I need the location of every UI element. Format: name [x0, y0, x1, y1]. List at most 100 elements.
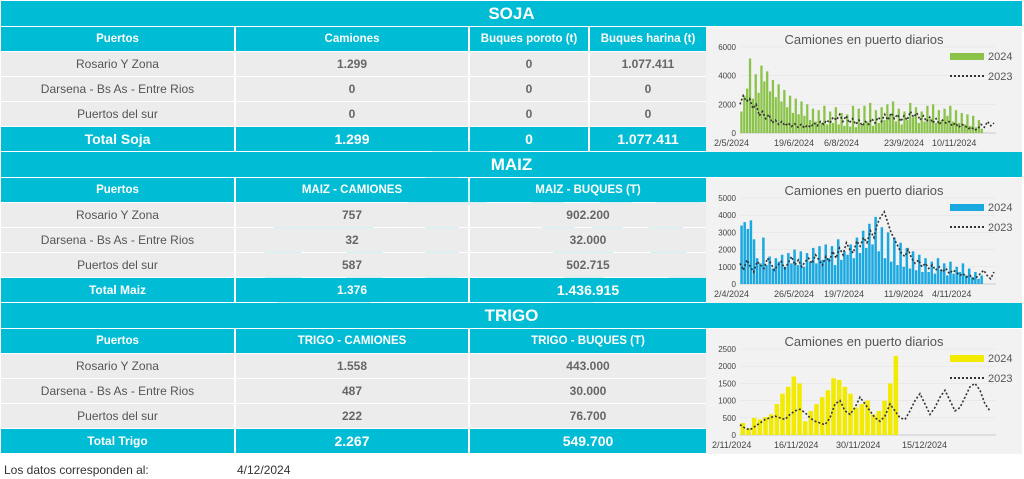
maiz-header-row: Puertos MAIZ - CAMIONES MAIZ - BUQUES (T… [1, 178, 706, 202]
y-tick-label: 1500 [718, 379, 736, 388]
port-name: Puertos del sur [1, 404, 234, 428]
port-name: Puertos del sur [1, 253, 234, 277]
legend-label-2023: 2023 [988, 373, 1012, 385]
chart-soja-camiones: Camiones en puerto diarios 0 2000 4000 6000 2… [706, 27, 1022, 152]
bar-2024 [808, 261, 812, 284]
bar-2024 [963, 124, 966, 133]
bar-2024 [796, 265, 799, 284]
camiones-value: 757 [236, 203, 468, 227]
y-tick-label: 2000 [718, 246, 736, 255]
bar-2024 [780, 254, 784, 284]
total-label: Total Trigo [1, 429, 234, 453]
bar-2024 [974, 271, 977, 284]
bar-2024 [768, 256, 771, 284]
bar-2024 [780, 101, 783, 133]
y-tick-label: 2000 [718, 100, 736, 109]
y-tick-label: 0 [732, 129, 737, 138]
bar-2024 [883, 258, 887, 284]
col-header-puertos: Puertos [1, 27, 234, 51]
bar-2024 [800, 101, 803, 133]
bar-2024 [765, 265, 768, 284]
bar-2024 [967, 268, 971, 284]
x-tick-label: 30/11/2024 [836, 440, 880, 450]
bar-2024 [791, 376, 797, 435]
bar-2024 [980, 275, 983, 284]
bar-2024 [740, 422, 746, 435]
bar-2024 [914, 270, 918, 284]
bar-2024 [906, 120, 909, 133]
chart-legend: 2024 2023 [950, 51, 1012, 83]
bar-2024 [852, 258, 856, 284]
legend-label-2024: 2024 [988, 202, 1012, 214]
port-name: Rosario Y Zona [1, 203, 234, 227]
bar-2024 [815, 263, 818, 284]
bar-2024 [843, 251, 846, 284]
x-tick-label: 4/11/2024 [932, 289, 971, 299]
buques-value: 32.000 [470, 228, 706, 252]
table-row: Puertos del sur 587 502.715 [1, 253, 706, 277]
bar-2024 [802, 266, 806, 284]
bar-2024 [774, 258, 778, 284]
x-tick-label: 23/9/2024 [884, 138, 924, 148]
bar-2024 [952, 121, 955, 133]
bar-2024 [814, 404, 819, 435]
bar-2024 [946, 115, 949, 133]
x-tick-label: 2/4/2024 [714, 289, 749, 299]
bar-2024 [826, 124, 829, 133]
y-tick-label: 1000 [718, 263, 736, 272]
bar-2024 [871, 244, 874, 284]
bar-2024 [954, 110, 958, 133]
bar-2024 [969, 125, 972, 133]
bar-2024 [937, 110, 940, 133]
bar-2024 [900, 124, 903, 133]
bar-2024 [866, 121, 869, 133]
bar-2024 [788, 95, 792, 133]
bar-2024 [842, 386, 848, 435]
bar-2024 [943, 108, 946, 133]
camiones-value: 222 [236, 404, 468, 428]
port-name: Darsena - Bs As - Entre Rios [1, 379, 234, 403]
y-tick-label: 5000 [718, 194, 736, 203]
section-title-soja: SOJA [1, 1, 1022, 26]
trigo-header-row: Puertos TRIGO - CAMIONES TRIGO - BUQUES … [1, 329, 706, 353]
legend-label-2024: 2024 [988, 353, 1012, 365]
buques-harina-value: 0 [590, 77, 706, 101]
bar-2024 [883, 120, 886, 133]
chart-title: Camiones en puerto diarios [785, 32, 944, 47]
bar-2024 [743, 95, 746, 133]
col-header-camiones: Camiones [236, 27, 468, 51]
chart-trigo-camiones: Camiones en puerto diarios 0 500 1000 1500 20… [706, 329, 1022, 454]
table-row: Rosario Y Zona 757 902.200 [1, 203, 706, 227]
chart-title: Camiones en puerto diarios [785, 183, 944, 198]
bar-2024 [918, 254, 921, 284]
bar-2024 [824, 244, 827, 284]
bar-2024 [863, 105, 866, 133]
bar-2024 [933, 273, 937, 284]
bar-2024 [923, 121, 926, 133]
x-tick-label: 19/6/2024 [774, 138, 814, 148]
camiones-value: 0 [236, 77, 468, 101]
bar-2024 [931, 104, 935, 133]
bar-2024 [833, 265, 837, 284]
bar-2024 [894, 121, 898, 133]
x-tick-label: 2/11/2024 [712, 440, 751, 450]
chart-maiz-camiones: Camiones en puerto diarios 0 1000 2000 3000 4… [706, 178, 1022, 303]
bar-2024 [814, 121, 817, 133]
bar-2024 [911, 117, 915, 133]
y-tick-label: 0 [732, 431, 737, 440]
line-2023 [739, 210, 995, 281]
bar-2024 [893, 355, 899, 435]
bar-2024 [752, 239, 756, 284]
total-label: Total Soja [1, 127, 234, 151]
footer-label: Los datos corresponden al: [4, 463, 149, 477]
bar-2024 [808, 410, 814, 435]
bar-2024 [763, 81, 766, 133]
bar-2024 [818, 246, 821, 284]
col-header-buques-harina: Buques harina (t) [590, 27, 706, 51]
bar-2024 [766, 71, 769, 133]
camiones-value: 587 [236, 253, 468, 277]
bar-2024 [794, 98, 797, 133]
bar-2024 [861, 230, 865, 284]
table-row: Rosario Y Zona 1.558 443.000 [1, 354, 706, 378]
bar-2024 [834, 107, 837, 133]
